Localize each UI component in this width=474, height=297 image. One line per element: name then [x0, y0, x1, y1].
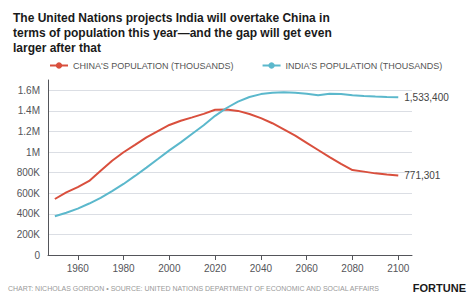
svg-text:CHINA'S POPULATION (THOUSANDS): CHINA'S POPULATION (THOUSANDS) [73, 61, 234, 71]
svg-text:1,533,400: 1,533,400 [404, 92, 449, 103]
svg-text:1M: 1M [26, 147, 40, 158]
svg-text:2100: 2100 [387, 263, 410, 274]
svg-text:400K: 400K [17, 208, 41, 219]
svg-text:600K: 600K [17, 188, 41, 199]
svg-text:1.4M: 1.4M [18, 105, 40, 116]
svg-text:1980: 1980 [112, 263, 135, 274]
svg-text:larger after that: larger after that [13, 41, 101, 55]
svg-text:The United Nations projects In: The United Nations projects India will o… [13, 11, 330, 25]
svg-text:1.6M: 1.6M [18, 85, 40, 96]
svg-text:FORTUNE: FORTUNE [413, 282, 466, 294]
svg-text:1960: 1960 [67, 263, 90, 274]
svg-text:771,301: 771,301 [404, 170, 441, 181]
svg-text:INDIA'S POPULATION (THOUSANDS): INDIA'S POPULATION (THOUSANDS) [286, 61, 443, 71]
svg-text:2060: 2060 [296, 263, 319, 274]
svg-text:CHART: NICHOLAS GORDON • SOURC: CHART: NICHOLAS GORDON • SOURCE: UNITED … [8, 285, 379, 292]
svg-text:2020: 2020 [204, 263, 227, 274]
svg-text:1.2M: 1.2M [18, 126, 40, 137]
svg-text:200K: 200K [17, 229, 41, 240]
svg-text:2040: 2040 [250, 263, 273, 274]
svg-text:2080: 2080 [341, 263, 364, 274]
svg-text:terms of population this year—: terms of population this year—and the ga… [13, 26, 332, 40]
svg-text:0: 0 [34, 250, 40, 261]
svg-text:800K: 800K [17, 167, 41, 178]
svg-text:2000: 2000 [158, 263, 181, 274]
